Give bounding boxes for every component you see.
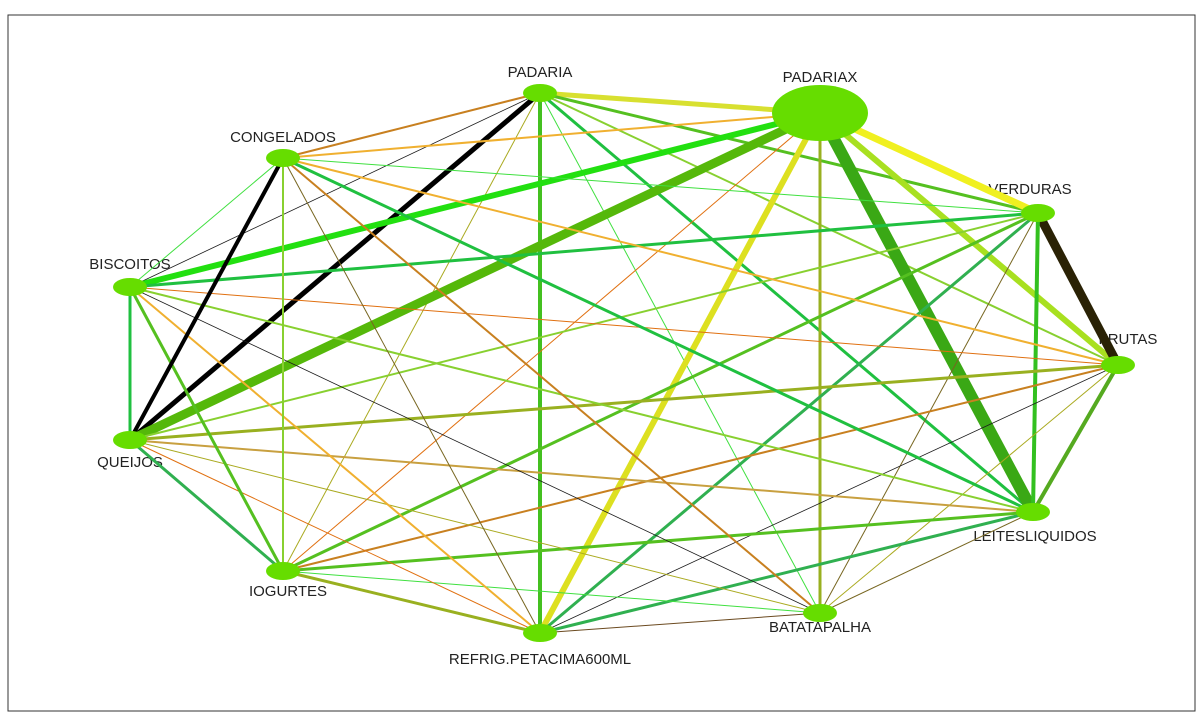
node-label: VERDURAS [988, 181, 1071, 198]
node [113, 278, 147, 296]
edge [539, 510, 1034, 635]
node [266, 562, 300, 580]
node [1021, 204, 1055, 222]
edge [282, 112, 821, 159]
edge [539, 211, 1039, 635]
edge [129, 286, 1119, 366]
node [113, 431, 147, 449]
edge [814, 110, 1039, 515]
edge [1031, 363, 1120, 514]
edge [129, 286, 541, 634]
edge [282, 156, 1034, 514]
edge [1031, 212, 1040, 513]
node-label: FRUTAS [1099, 331, 1158, 348]
edge [539, 91, 1039, 215]
edge [129, 439, 1034, 513]
edge [128, 157, 285, 441]
node [803, 604, 837, 622]
edge [282, 112, 821, 572]
node-label: PADARIAX [783, 69, 858, 86]
edge [282, 569, 541, 635]
edge [819, 364, 1119, 614]
edge [819, 212, 1039, 614]
edge [282, 157, 821, 614]
edge [128, 286, 285, 572]
frame [7, 14, 1196, 712]
edge [129, 286, 1034, 513]
edge [282, 157, 1119, 366]
edge [128, 91, 542, 442]
edge [539, 612, 821, 634]
edge [282, 92, 541, 572]
node-label: PADARIA [508, 64, 573, 81]
edge [129, 439, 541, 634]
edge [129, 286, 821, 614]
node [1101, 356, 1135, 374]
edge [539, 364, 1119, 634]
node [266, 149, 300, 167]
edge [282, 157, 541, 634]
node-label: BISCOITOS [89, 256, 170, 273]
node [1016, 503, 1050, 521]
nodes [113, 84, 1135, 642]
edge [129, 439, 821, 614]
edge [282, 510, 1034, 573]
node-label: QUEIJOS [97, 454, 163, 471]
node [523, 84, 557, 102]
edge [282, 211, 1039, 573]
labels: PADARIA PADARIAX VERDURAS FRUTAS LEITESLIQUI… [89, 64, 1157, 668]
node-label: LEITESLIQUIDOS [973, 528, 1096, 545]
edge [129, 438, 284, 573]
edge [819, 511, 1034, 614]
edge [128, 108, 822, 445]
edge [129, 211, 1039, 289]
edge [282, 92, 541, 159]
edge [282, 157, 1039, 214]
edge [282, 364, 1119, 572]
edge [129, 110, 821, 290]
edge [282, 570, 821, 614]
node-label: BATATAPALHA [769, 619, 871, 636]
node-label: IOGURTES [249, 583, 327, 600]
node [772, 85, 868, 141]
node [523, 624, 557, 642]
node-label: REFRIG.PETACIMA600ML [449, 651, 631, 668]
edge [129, 157, 284, 288]
edge [129, 212, 1039, 441]
edges [128, 90, 1122, 635]
node-label: CONGELADOS [230, 129, 336, 146]
edge [129, 363, 1119, 442]
edge [818, 110, 1120, 368]
edge [1034, 210, 1122, 368]
edge [129, 92, 541, 288]
